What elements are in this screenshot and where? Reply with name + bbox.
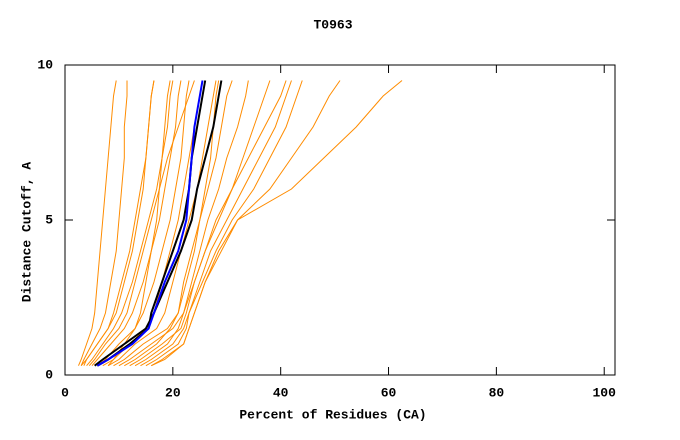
series-line (94, 80, 223, 367)
y-tick-label: 5 (45, 212, 53, 227)
series-line (97, 80, 190, 367)
plot-area (78, 80, 403, 367)
x-tick-label: 60 (381, 385, 397, 400)
x-tick-label: 100 (593, 385, 617, 400)
series-line (88, 80, 195, 367)
series-line (113, 80, 233, 367)
series-line (80, 80, 128, 366)
y-tick-label: 0 (45, 367, 53, 382)
series-line (80, 80, 155, 367)
series-line (96, 80, 207, 367)
x-tick-label: 80 (489, 385, 505, 400)
x-tick-label: 20 (165, 385, 181, 400)
series-line (134, 80, 287, 367)
series-line (107, 80, 171, 367)
series-line (78, 80, 117, 366)
series-line (151, 80, 403, 367)
series-line (118, 80, 249, 367)
x-tick-label: 40 (273, 385, 289, 400)
series-line (96, 80, 204, 367)
y-tick-label: 10 (37, 57, 53, 72)
series-line (145, 80, 303, 367)
x-axis-label: Percent of Residues (CA) (239, 407, 426, 422)
series-line (140, 80, 292, 367)
series-line (86, 80, 174, 367)
x-tick-label: 0 (61, 385, 69, 400)
y-axis-label: Distance Cutoff, A (19, 162, 34, 303)
chart-title: T0963 (313, 17, 352, 32)
